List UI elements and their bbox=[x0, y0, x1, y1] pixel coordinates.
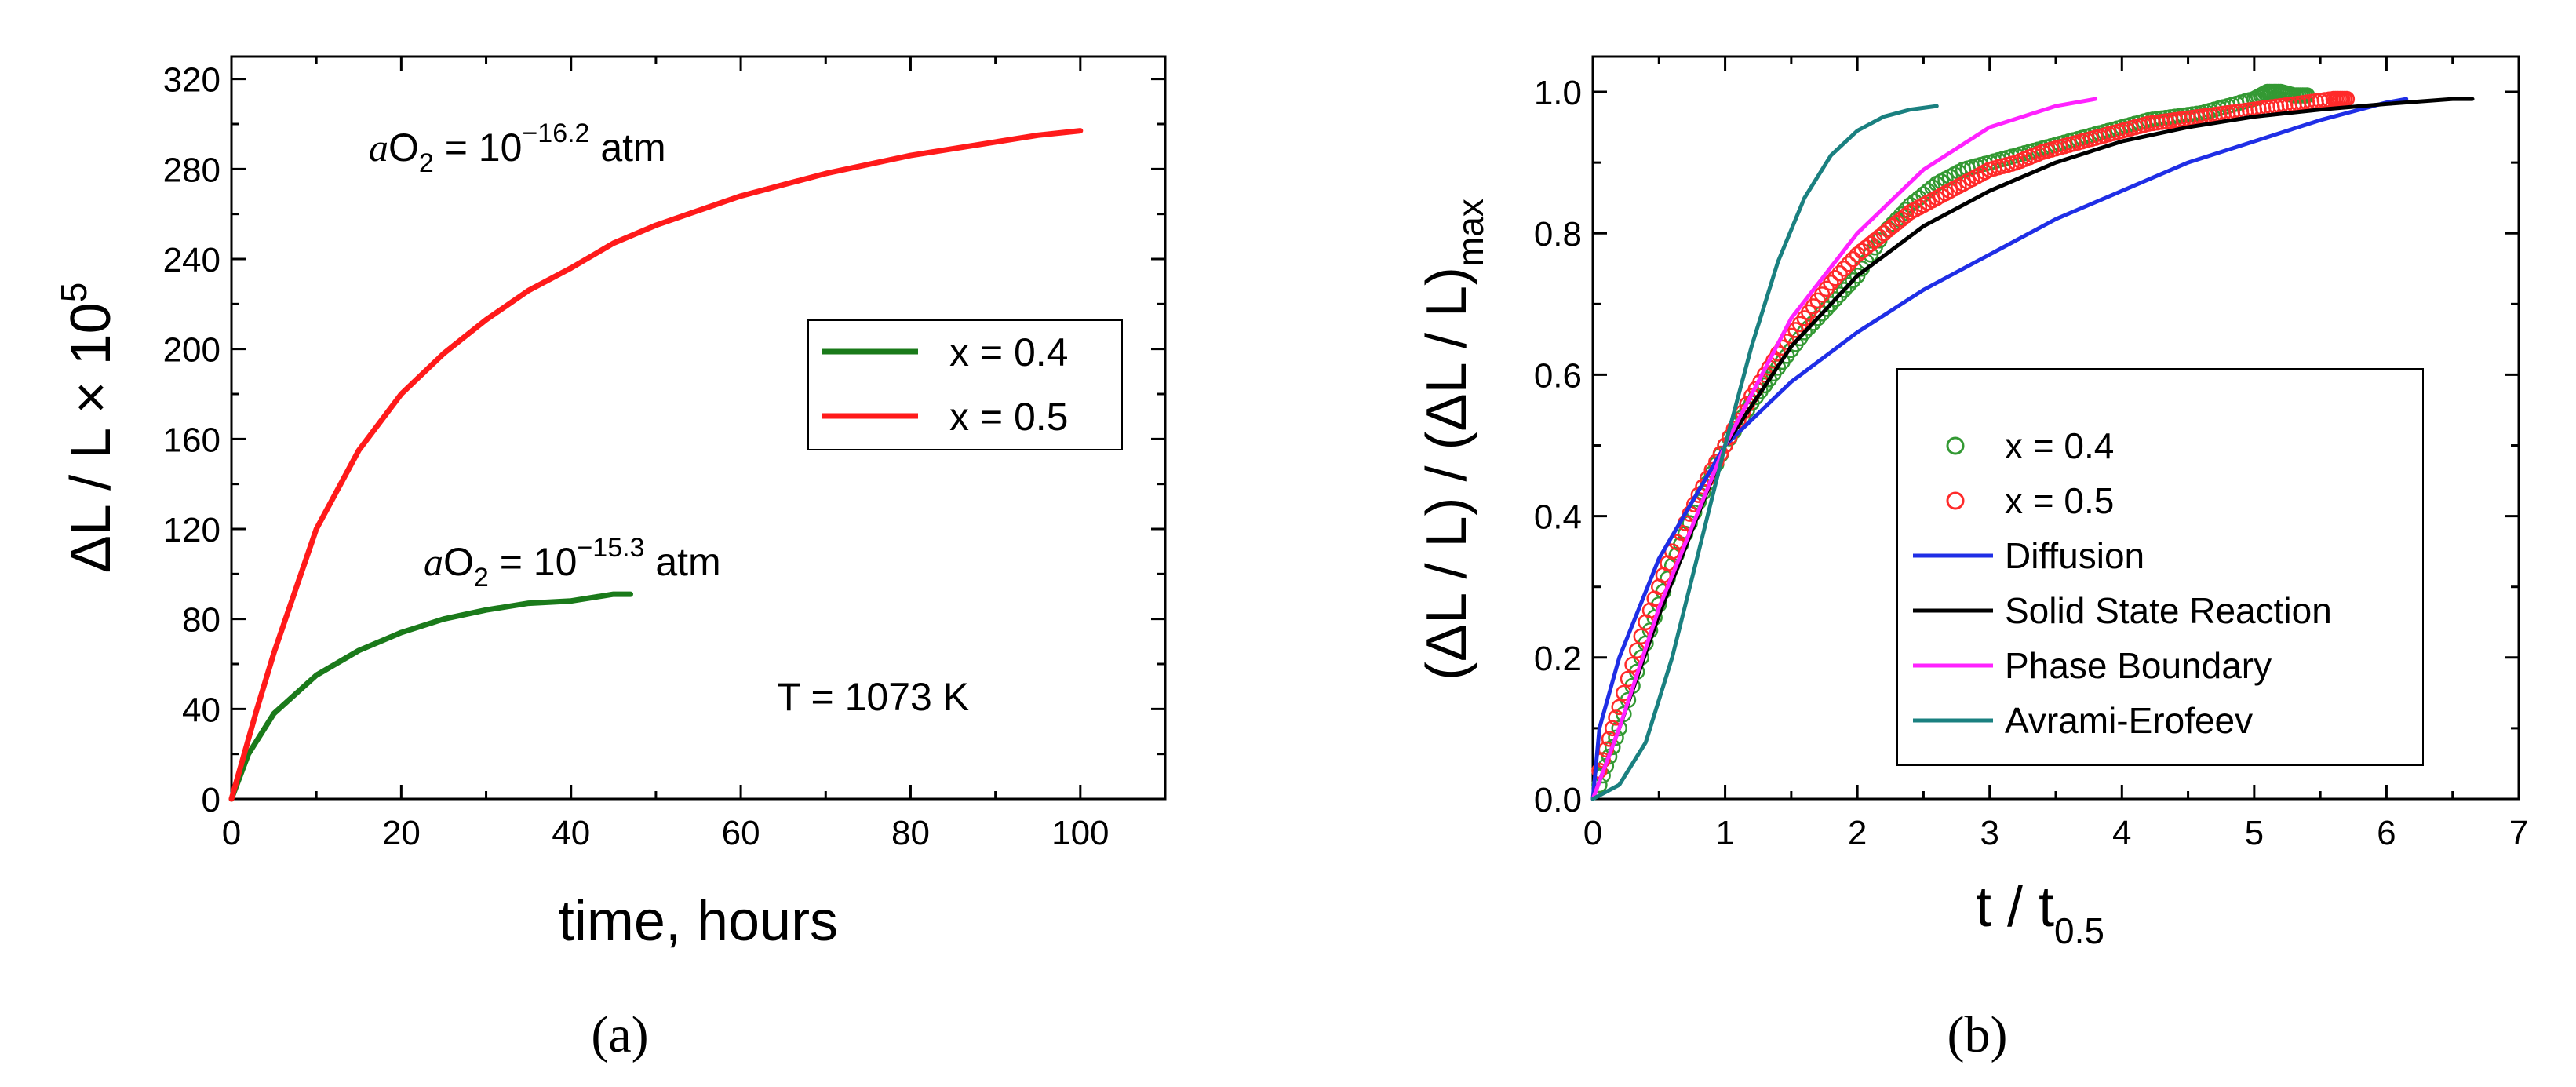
chart-b-xtick-label: 0 bbox=[1583, 814, 1602, 852]
chart-a-legend: x = 0.4 x = 0.5 bbox=[807, 319, 1123, 450]
chart-a-ylabel: ΔL / L × 105 bbox=[53, 283, 122, 574]
chart-b-ticks: 0 1 2 3 4 5 6 7 0.0 0.2 0.4 0.6 0.8 1.0 bbox=[1534, 57, 2528, 852]
chart-a-frame bbox=[230, 55, 1167, 801]
chart-a-ytick-label: 40 bbox=[182, 691, 220, 729]
chart-b-point-x-0-4 bbox=[1836, 282, 1853, 298]
chart-a-annotation-high: aO2 = 10−16.2 atm bbox=[369, 119, 666, 178]
chart-b-ylabel: (ΔL / L) / (ΔL / L)max bbox=[1416, 199, 1491, 680]
chart-a-ytick-label: 160 bbox=[163, 421, 220, 459]
chart-b-legend-label-4: Phase Boundary bbox=[2005, 645, 2272, 686]
chart-a-ytick-label: 200 bbox=[163, 331, 220, 370]
chart-b-xtick-label: 5 bbox=[2245, 814, 2264, 852]
chart-b-ytick-label: 0.2 bbox=[1534, 640, 1582, 678]
chart-b-legend-label-5: Avrami-Erofeev bbox=[2005, 700, 2253, 741]
chart-a-panel-label: (a) bbox=[591, 1006, 648, 1063]
chart-a-series bbox=[228, 128, 1084, 802]
chart-b-point-x-0-4 bbox=[1845, 272, 1861, 289]
chart-b-xtick-label: 7 bbox=[2509, 814, 2528, 852]
chart-b-legend-label-0: x = 0.4 bbox=[2005, 425, 2114, 466]
chart-b-legend-swatch-0 bbox=[1946, 436, 1965, 455]
chart-a-ytick-label: 240 bbox=[163, 241, 220, 279]
chart-b-series-phase-boundary bbox=[1590, 97, 2098, 801]
chart-a-annotation-temperature: T = 1073 K bbox=[777, 675, 969, 719]
chart-b-ytick-label: 0.6 bbox=[1534, 356, 1582, 395]
chart-a-legend-label-1: x = 0.5 bbox=[949, 395, 1069, 439]
chart-a-legend-box bbox=[807, 319, 1123, 450]
chart-a-ytick-label: 80 bbox=[182, 601, 220, 640]
chart-b-series-diffusion bbox=[1590, 97, 2409, 801]
chart-b-series-avrami-erofeev bbox=[1590, 104, 1939, 801]
chart-b-point-x-0-4 bbox=[1608, 729, 1624, 746]
chart-a-xlabel: time, hours bbox=[559, 890, 838, 953]
chart-b-point-x-0-4 bbox=[1840, 277, 1857, 294]
chart-b-series bbox=[1590, 83, 2475, 801]
chart-b-legend: x = 0.4 x = 0.5 Diffusion Solid State Re… bbox=[1896, 368, 2424, 766]
chart-a-xtick-label: 0 bbox=[222, 814, 241, 852]
chart-a-ytick-label: 0 bbox=[202, 781, 220, 819]
chart-a-xtick-label: 40 bbox=[552, 814, 590, 852]
chart-b-legend-label-1: x = 0.5 bbox=[2005, 480, 2114, 521]
chart-b-legend-box bbox=[1896, 368, 2424, 766]
chart-b-point-x-0-5 bbox=[1836, 261, 1853, 277]
chart-a-xtick-label: 60 bbox=[722, 814, 760, 852]
chart-b-xtick-label: 6 bbox=[2377, 814, 2396, 852]
chart-b-legend-label-2: Diffusion bbox=[2005, 535, 2144, 576]
chart-a-annotation-low: aO2 = 10−15.3 atm bbox=[424, 533, 721, 593]
chart-b-point-x-0-4 bbox=[1605, 739, 1621, 756]
chart-b-legend-label-3: Solid State Reaction bbox=[2005, 590, 2332, 631]
chart-b-ytick-label: 1.0 bbox=[1534, 74, 1582, 112]
chart-b-ytick-label: 0.8 bbox=[1534, 215, 1582, 254]
chart-b-legend-swatch-1 bbox=[1946, 491, 1965, 510]
chart-b-point-x-0-5 bbox=[1840, 256, 1857, 272]
chart-b-point-x-0-5 bbox=[1827, 270, 1844, 286]
chart-a-xtick-label: 20 bbox=[382, 814, 421, 852]
chart-b-panel-label: (b) bbox=[1947, 1006, 2008, 1063]
chart-b-point-x-0-4 bbox=[1611, 720, 1627, 737]
chart-a-ytick-label: 280 bbox=[163, 151, 220, 189]
chart-b-xlabel: t / t0.5 bbox=[1976, 876, 2104, 951]
chart-b-point-x-0-5 bbox=[1823, 275, 1839, 291]
chart-b-point-x-0-5 bbox=[1831, 265, 1848, 282]
chart-b: 0 1 2 3 4 5 6 7 0.0 0.2 0.4 0.6 0.8 1.0 x = 0.4 x = 0… bbox=[1416, 55, 2528, 1063]
chart-a-legend-label-0: x = 0.4 bbox=[949, 330, 1069, 374]
chart-a-xtick-label: 100 bbox=[1051, 814, 1109, 852]
chart-a: 0 20 40 60 80 100 0 40 80 120 160 200 240 280 320 aO2 … bbox=[53, 55, 1167, 1063]
chart-a-series-x-0-5 bbox=[228, 128, 1084, 802]
chart-a-ticks: 0 20 40 60 80 100 0 40 80 120 160 200 240 280 320 bbox=[163, 57, 1165, 852]
chart-b-xtick-label: 4 bbox=[2112, 814, 2131, 852]
chart-b-ytick-label: 0.4 bbox=[1534, 498, 1582, 537]
chart-a-ytick-label: 320 bbox=[163, 61, 220, 100]
chart-b-xtick-label: 3 bbox=[1980, 814, 1998, 852]
chart-b-point-x-0-4 bbox=[1831, 286, 1848, 303]
chart-b-point-x-0-5 bbox=[1845, 251, 1861, 268]
chart-b-point-x-0-5 bbox=[1862, 235, 1879, 253]
chart-a-ytick-label: 120 bbox=[163, 511, 220, 549]
chart-b-xtick-label: 1 bbox=[1715, 814, 1734, 852]
chart-b-xtick-label: 2 bbox=[1848, 814, 1867, 852]
chart-a-series-x-0-4 bbox=[228, 591, 633, 802]
chart-b-ytick-label: 0.0 bbox=[1534, 781, 1582, 819]
chart-a-xtick-label: 80 bbox=[891, 814, 930, 852]
